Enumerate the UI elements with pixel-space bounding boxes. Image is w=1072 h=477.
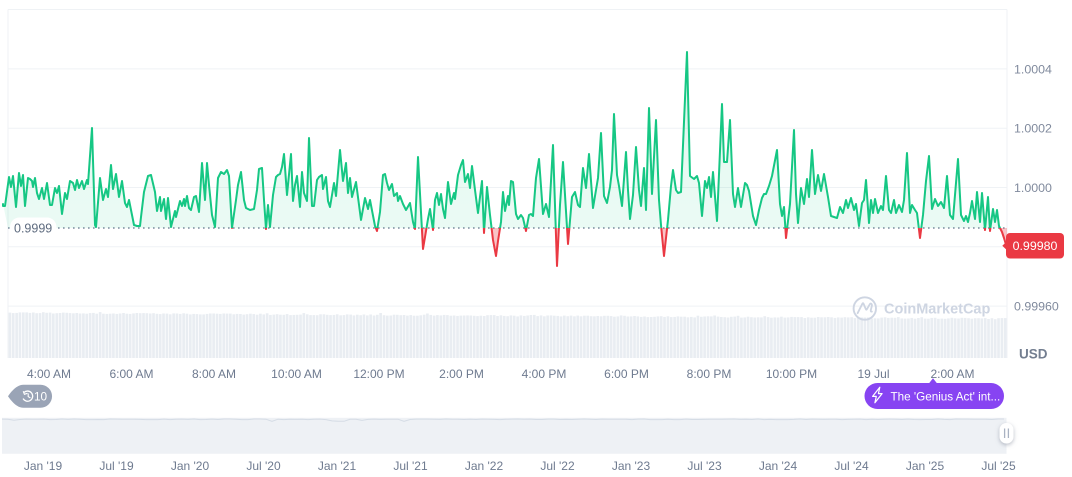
svg-text:8:00 AM: 8:00 AM bbox=[192, 367, 236, 381]
svg-text:4:00 PM: 4:00 PM bbox=[522, 367, 567, 381]
svg-text:Jan '19: Jan '19 bbox=[24, 459, 63, 473]
svg-text:Jan '21: Jan '21 bbox=[318, 459, 357, 473]
svg-text:Jan '24: Jan '24 bbox=[759, 459, 798, 473]
svg-text:1.0000: 1.0000 bbox=[1014, 181, 1052, 195]
svg-text:0.99960: 0.99960 bbox=[1014, 300, 1059, 314]
svg-text:Jul '19: Jul '19 bbox=[99, 459, 134, 473]
svg-text:2:00 AM: 2:00 AM bbox=[930, 367, 974, 381]
svg-text:Jan '22: Jan '22 bbox=[465, 459, 504, 473]
svg-text:8:00 PM: 8:00 PM bbox=[687, 367, 732, 381]
svg-text:USD: USD bbox=[1019, 347, 1048, 362]
svg-text:Jul '21: Jul '21 bbox=[393, 459, 428, 473]
svg-text:4:00 AM: 4:00 AM bbox=[27, 367, 71, 381]
svg-text:Jan '20: Jan '20 bbox=[171, 459, 210, 473]
svg-text:Jan '25: Jan '25 bbox=[906, 459, 945, 473]
svg-text:Jul '23: Jul '23 bbox=[687, 459, 722, 473]
svg-text:0.99980: 0.99980 bbox=[1013, 239, 1058, 253]
svg-text:Jul '25: Jul '25 bbox=[981, 459, 1016, 473]
svg-text:Jul '20: Jul '20 bbox=[246, 459, 281, 473]
svg-text:0.9999: 0.9999 bbox=[14, 222, 52, 236]
svg-text:12:00 PM: 12:00 PM bbox=[353, 367, 404, 381]
svg-text:2:00 PM: 2:00 PM bbox=[439, 367, 484, 381]
svg-text:6:00 PM: 6:00 PM bbox=[604, 367, 649, 381]
svg-text:The 'Genius Act' int...: The 'Genius Act' int... bbox=[891, 390, 1001, 403]
svg-text:10:00 AM: 10:00 AM bbox=[271, 367, 322, 381]
svg-text:6:00 AM: 6:00 AM bbox=[109, 367, 153, 381]
svg-text:10:00 PM: 10:00 PM bbox=[766, 367, 817, 381]
svg-text:19 Jul: 19 Jul bbox=[857, 367, 889, 381]
svg-text:1.0004: 1.0004 bbox=[1014, 63, 1052, 77]
svg-text:Jan '23: Jan '23 bbox=[612, 459, 651, 473]
svg-text:Jul '24: Jul '24 bbox=[834, 459, 869, 473]
svg-text:Jul '22: Jul '22 bbox=[540, 459, 575, 473]
svg-text:10: 10 bbox=[34, 389, 48, 403]
svg-text:1.0002: 1.0002 bbox=[1014, 122, 1052, 136]
svg-text:CoinMarketCap: CoinMarketCap bbox=[884, 302, 990, 318]
